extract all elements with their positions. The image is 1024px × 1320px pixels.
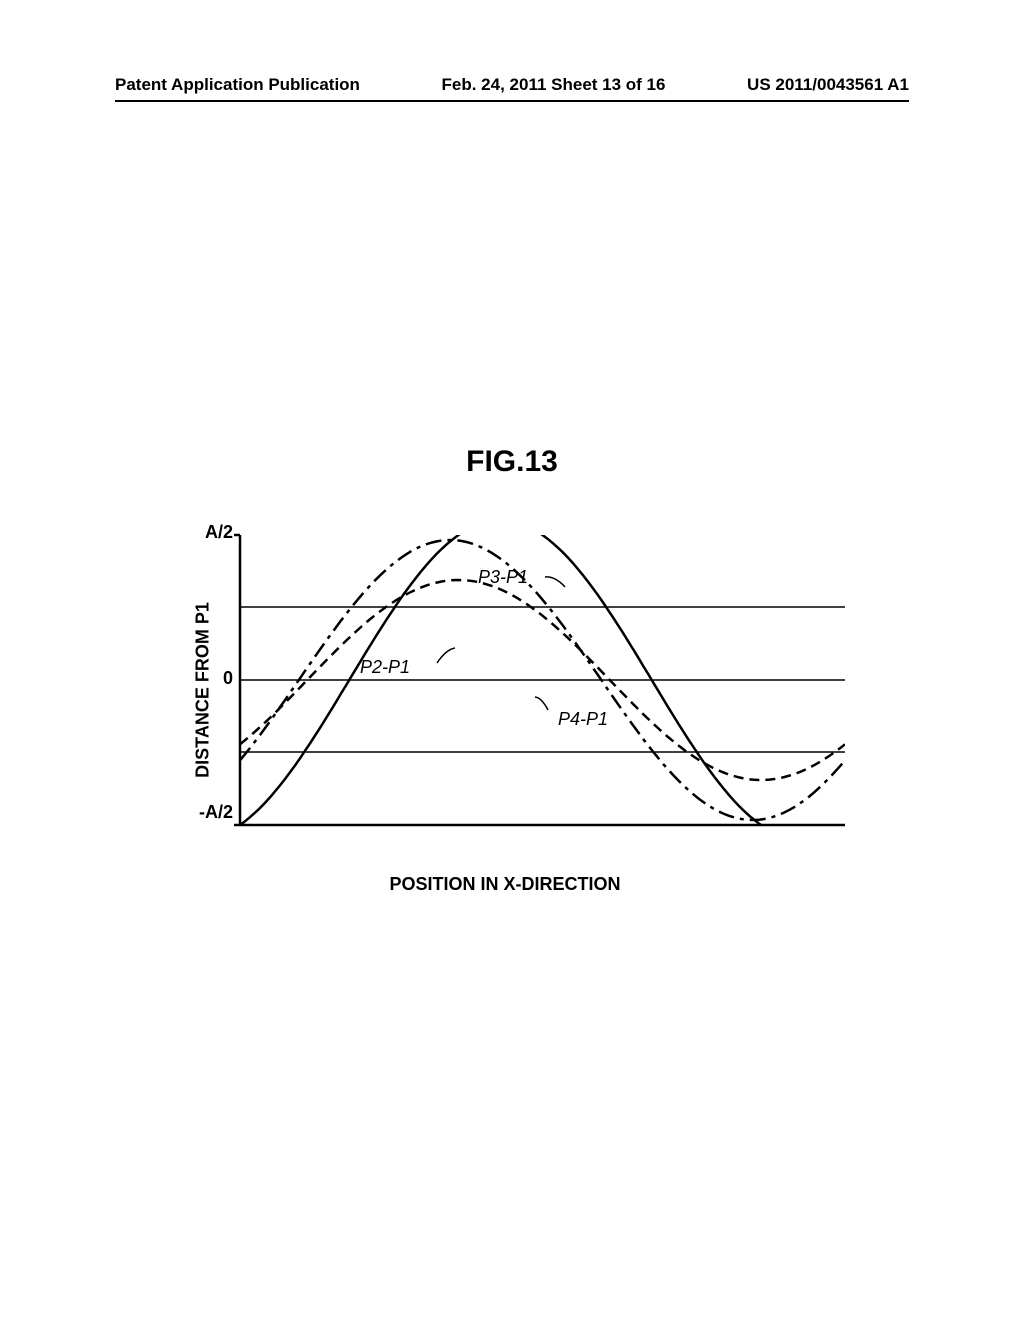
header-rule (115, 100, 909, 102)
figure-title: FIG.13 (0, 445, 1024, 479)
header: Patent Application Publication Feb. 24, … (0, 75, 1024, 95)
plot-svg: P2-P1 P3-P1 P4-P1 (240, 535, 845, 825)
leader-p2_p1 (437, 648, 455, 663)
leader-p4_p1 (535, 697, 548, 710)
leader-p3_p1 (545, 577, 565, 587)
curve-label-p2_p1: P2-P1 (360, 657, 410, 677)
y-tick-top: A/2 (205, 522, 233, 543)
x-axis-label: POSITION IN X-DIRECTION (389, 874, 620, 895)
y-tick-middle: 0 (223, 668, 233, 689)
y-axis-label: DISTANCE FROM P1 (192, 602, 213, 778)
y-tick-bottom: -A/2 (199, 802, 233, 823)
curve-label-p3_p1: P3-P1 (478, 567, 528, 587)
header-left: Patent Application Publication (115, 75, 360, 95)
header-right: US 2011/0043561 A1 (747, 75, 909, 95)
plot-area: P2-P1 P3-P1 P4-P1 (240, 535, 845, 825)
chart-container: DISTANCE FROM P1 POSITION IN X-DIRECTION… (145, 520, 865, 860)
header-center: Feb. 24, 2011 Sheet 13 of 16 (442, 75, 666, 95)
curve-label-p4_p1: P4-P1 (558, 709, 608, 729)
